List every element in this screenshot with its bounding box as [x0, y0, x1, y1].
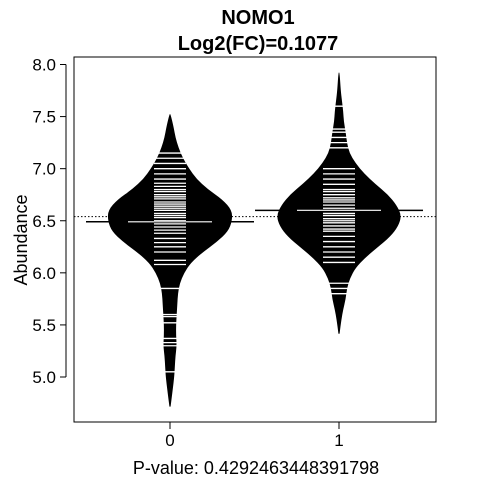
plot-frame [73, 56, 437, 423]
x-tick-label: 1 [334, 431, 343, 450]
bean-density [277, 72, 401, 334]
chart-title: NOMO1 [221, 7, 294, 29]
bean-group [86, 113, 254, 407]
y-tick-label: 6.5 [32, 212, 56, 231]
x-tick-label: 0 [165, 431, 174, 450]
y-axis-label: Abundance [11, 194, 31, 285]
y-axis: 5.0 5.5 6.0 6.5 7.0 7.5 8.0 [32, 56, 67, 387]
chart-subtitle: Log2(FC)=0.1077 [178, 33, 339, 55]
beans-layer [74, 72, 436, 407]
x-axis-label: P-value: 0.4292463448391798 [133, 458, 379, 478]
y-tick-label: 6.0 [32, 264, 56, 283]
y-tick-label: 5.5 [32, 316, 56, 335]
y-tick-label: 8.0 [32, 56, 56, 75]
y-tick-label: 7.0 [32, 160, 56, 179]
y-tick-label: 5.0 [32, 368, 56, 387]
y-tick-label: 7.5 [32, 108, 56, 127]
bean-group [255, 72, 423, 334]
